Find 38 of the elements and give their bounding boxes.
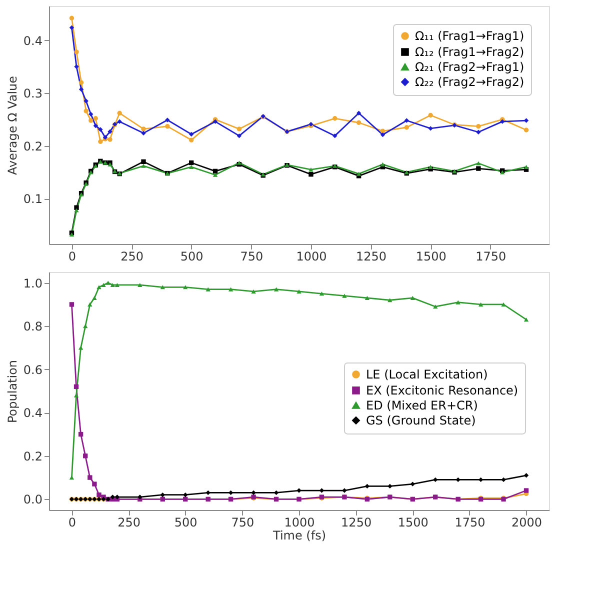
legend-label: LE (Local Excitation) — [366, 367, 488, 382]
x-tick-label: 750 — [240, 250, 264, 264]
x-tick-label: 1000 — [284, 516, 315, 530]
y-tick-label: 0.4 — [23, 34, 42, 48]
x-tick-label: 1500 — [416, 250, 446, 264]
legend-label: Ω₂₁ (Frag2→Frag1) — [415, 60, 524, 74]
y-tick-label: 0.1 — [23, 192, 42, 206]
x-tick-label: 2000 — [512, 516, 542, 530]
x-tick-label: 500 — [180, 250, 204, 264]
y-axis-title: Average Ω Value — [5, 76, 20, 176]
x-tick-label: 1750 — [454, 516, 486, 530]
x-tick-label: 500 — [174, 516, 198, 530]
y-tick-label: 1.0 — [23, 276, 42, 290]
y-tick-label: 0.2 — [23, 139, 42, 154]
x-tick-label: 750 — [231, 516, 254, 530]
y-tick-label: 0.6 — [23, 362, 42, 377]
y-tick-label: 0.8 — [23, 320, 42, 334]
x-tick-label: 250 — [120, 250, 144, 264]
x-tick-label: 1000 — [296, 250, 327, 264]
legend-label: Ω₂₂ (Frag2→Frag2) — [415, 75, 524, 89]
y-tick-label: 0.4 — [23, 406, 42, 420]
x-tick-label: 250 — [118, 516, 140, 530]
legend-label: Ω₁₂ (Frag1→Frag2) — [415, 45, 524, 59]
x-tick-label: 1500 — [398, 516, 428, 530]
legend-label: GS (Ground State) — [366, 413, 476, 428]
x-tick-label: 1250 — [341, 516, 372, 530]
y-axis-title: Population — [5, 360, 20, 424]
legend-label: Ω₁₁ (Frag1→Frag1) — [415, 29, 524, 43]
y-tick-label: 0.3 — [23, 86, 42, 101]
legend-label: EX (Excitonic Resonance) — [366, 383, 518, 398]
y-tick-label: 0.2 — [23, 449, 42, 464]
x-tick-label: 0 — [68, 516, 76, 530]
y-tick-label: 0.0 — [23, 492, 42, 507]
x-tick-label: 1250 — [356, 250, 387, 264]
x-tick-label: 0 — [68, 250, 76, 264]
x-tick-label: 1750 — [476, 250, 506, 264]
x-axis-title: Time (fs) — [272, 528, 326, 542]
legend-label: ED (Mixed ER+CR) — [366, 398, 478, 412]
